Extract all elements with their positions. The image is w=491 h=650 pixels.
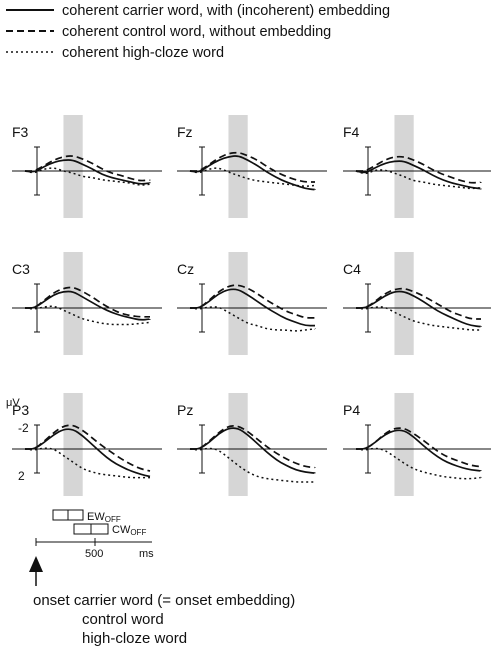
panel-f3: F3 xyxy=(12,115,162,218)
caption-high-cloze: high-cloze word xyxy=(82,630,188,647)
series-line-dotted xyxy=(189,306,316,332)
series-line-dotted xyxy=(24,167,151,186)
panel-c3: C3 xyxy=(12,252,162,355)
panel-cz: Cz xyxy=(177,252,327,355)
panel-label: F3 xyxy=(12,124,29,140)
ew-offset-label: EWOFF xyxy=(87,511,121,524)
shaded-window xyxy=(63,115,83,218)
series-line-dotted xyxy=(189,447,315,483)
panel-label: C4 xyxy=(343,261,361,277)
panel-label: P4 xyxy=(343,402,360,418)
panel-pz: Pz xyxy=(177,393,327,496)
shaded-window xyxy=(228,115,248,218)
series-line-solid xyxy=(189,155,316,191)
series-line-solid xyxy=(189,288,315,327)
x-unit-label: ms xyxy=(139,548,154,560)
series-line-dashed xyxy=(24,155,151,182)
shaded-window xyxy=(394,393,414,496)
panel-fz: Fz xyxy=(177,115,327,218)
panel-label: Cz xyxy=(177,261,194,277)
series-line-dashed xyxy=(189,284,315,319)
erp-panel-grid: F3 Fz F4 C3 Cz C4 P3 Pz P4 xyxy=(12,115,491,496)
series-line-dotted xyxy=(355,447,482,480)
series-line-dotted xyxy=(24,305,151,326)
series-line-solid xyxy=(25,428,151,478)
series-line-dashed xyxy=(24,286,150,318)
series-line-solid xyxy=(190,427,316,475)
series-line-solid xyxy=(356,429,482,472)
shaded-window xyxy=(63,252,83,355)
shaded-window xyxy=(394,115,414,218)
legend-label: coherent high-cloze word xyxy=(62,45,224,61)
x-tick-label: 500 xyxy=(85,548,103,560)
panel-p3: P3 xyxy=(12,393,162,496)
panel-label: C3 xyxy=(12,261,30,277)
cw-offset-label: CWOFF xyxy=(112,524,146,537)
y-tick-top: -2 xyxy=(18,421,29,435)
series-line-solid xyxy=(24,290,151,321)
panel-label: P3 xyxy=(12,402,29,418)
shaded-window xyxy=(228,393,248,496)
shaded-window xyxy=(63,393,83,496)
panel-c4: C4 xyxy=(343,252,491,355)
panel-f4: F4 xyxy=(343,115,491,218)
legend-label: coherent carrier word, with (incoherent)… xyxy=(62,3,390,19)
series-line-dotted xyxy=(355,169,482,190)
series-line-dashed xyxy=(189,151,316,183)
series-line-dotted xyxy=(189,167,316,187)
series-line-solid xyxy=(355,290,482,328)
shaded-window xyxy=(228,252,248,355)
y-tick-bottom: 2 xyxy=(18,469,25,483)
series-line-dotted xyxy=(24,447,150,479)
panel-label: F4 xyxy=(343,124,360,140)
scale-key: μV -2 2 EWOFF CWOFF 500 ms xyxy=(6,397,154,586)
shaded-window xyxy=(394,252,414,355)
panel-label: Pz xyxy=(177,402,193,418)
legend-label: coherent control word, without embedding xyxy=(62,24,331,40)
series-line-dotted xyxy=(355,306,481,331)
series-line-dashed xyxy=(190,425,316,469)
series-line-solid xyxy=(355,160,482,190)
series-line-dashed xyxy=(356,427,482,468)
panel-p4: P4 xyxy=(343,393,491,496)
series-line-dashed xyxy=(25,424,151,472)
caption-control-word: control word xyxy=(82,611,164,628)
legend: coherent carrier word, with (incoherent)… xyxy=(6,3,390,61)
series-line-dashed xyxy=(355,155,482,184)
series-line-dashed xyxy=(355,287,481,320)
y-unit-label: μV xyxy=(6,397,20,409)
caption-onset-carrier: onset carrier word (= onset embedding) xyxy=(33,592,296,609)
panel-label: Fz xyxy=(177,124,193,140)
onset-arrow-icon xyxy=(29,556,43,572)
series-line-solid xyxy=(24,159,151,185)
